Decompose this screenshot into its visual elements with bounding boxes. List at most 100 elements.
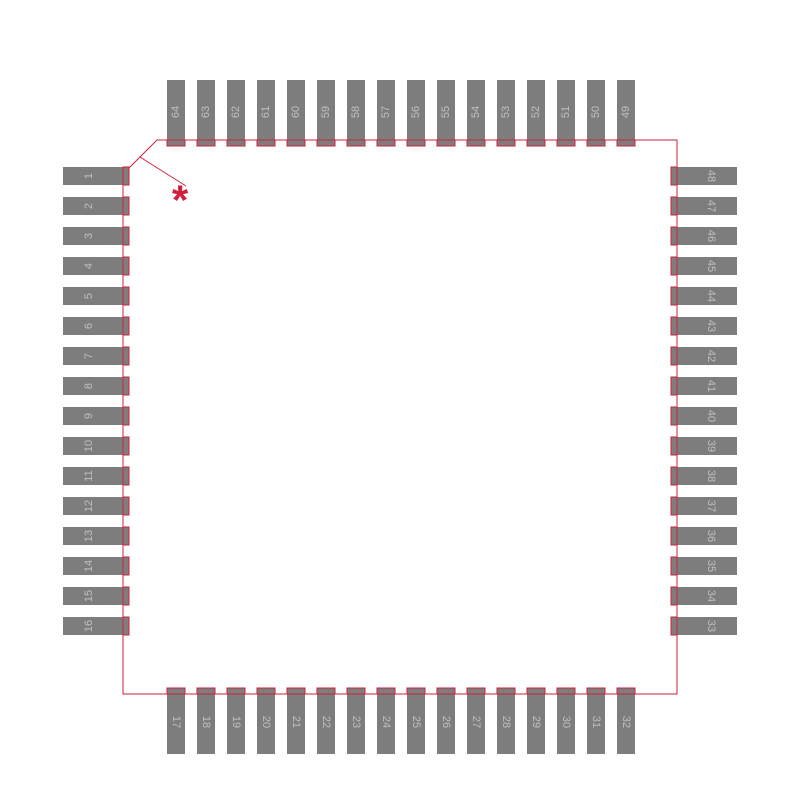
pad-20-label: 20 [260,716,272,728]
pad-12-tip [123,497,129,515]
pad-49-tip [617,140,635,146]
pad-53-label: 53 [500,106,512,118]
pad-11-tip [123,467,129,485]
pad-36-label: 36 [705,530,717,542]
pad-10-tip [123,437,129,455]
pad-51-tip [557,140,575,146]
pad-26-label: 26 [440,716,452,728]
pad-22-label: 22 [320,716,332,728]
pad-2-tip [123,197,129,215]
pad-57-tip [377,140,395,146]
pad-63-tip [197,140,215,146]
pad-33-tip [671,617,677,635]
pad-23-tip [347,688,365,694]
pad-46-label: 46 [705,230,717,242]
pad-64-tip [167,140,185,146]
pad-21-label: 21 [290,716,302,728]
pad-59-tip [317,140,335,146]
pad-28-tip [497,688,515,694]
pad-53-tip [497,140,515,146]
pad-1-tip [123,167,129,185]
pad-24-label: 24 [380,716,392,728]
pad-29-label: 29 [530,716,542,728]
pad-34-label: 34 [705,590,717,602]
pad-36-tip [671,527,677,545]
pad-62-tip [227,140,245,146]
pad-41-tip [671,377,677,395]
pad-40-tip [671,407,677,425]
pad-62-label: 62 [230,106,242,118]
pad-14-label: 14 [83,560,95,572]
chip-body-outline [123,140,677,694]
pad-32-tip [617,688,635,694]
pad-61-tip [257,140,275,146]
pad-32-label: 32 [620,716,632,728]
pad-34-tip [671,587,677,605]
pad-21-tip [287,688,305,694]
pad-56-tip [407,140,425,146]
pad-7-label: 7 [83,353,95,359]
pad-28-label: 28 [500,716,512,728]
pad-8-label: 8 [83,383,95,389]
pad-37-tip [671,497,677,515]
pad-41-label: 41 [705,380,717,392]
pad-64-label: 64 [170,106,182,118]
pad-3-label: 3 [83,233,95,239]
pad-45-label: 45 [705,260,717,272]
pad-4-tip [123,257,129,275]
pad-56-label: 56 [410,106,422,118]
pad-38-label: 38 [705,470,717,482]
pad-49-label: 49 [620,106,632,118]
pad-63-label: 63 [200,106,212,118]
pad-38-tip [671,467,677,485]
pad-17-tip [167,688,185,694]
pad-39-tip [671,437,677,455]
pad-35-label: 35 [705,560,717,572]
pad-25-label: 25 [410,716,422,728]
pad-6-tip [123,317,129,335]
pad-11-label: 11 [83,470,95,481]
pad-27-label: 27 [470,716,482,728]
pad-51-label: 51 [560,106,572,118]
pad-7-tip [123,347,129,365]
pad-8-tip [123,377,129,395]
pad-44-label: 44 [705,290,717,302]
pad-48-tip [671,167,677,185]
pad-55-tip [437,140,455,146]
pad-16-label: 16 [83,620,95,632]
pad-48-label: 48 [705,170,717,182]
pad-25-tip [407,688,425,694]
pad-18-label: 18 [200,716,212,728]
pad-16-tip [123,617,129,635]
pad-44-tip [671,287,677,305]
pad-42-tip [671,347,677,365]
pad-13-tip [123,527,129,545]
pad-30-tip [557,688,575,694]
pad-1-label: 1 [83,173,95,179]
pad-15-label: 15 [83,590,95,602]
pin1-asterisk-icon: * [172,177,189,224]
pad-60-label: 60 [290,106,302,118]
pad-12-label: 12 [83,500,95,512]
pad-40-label: 40 [705,410,717,422]
pad-59-label: 59 [320,106,332,118]
pad-43-label: 43 [705,320,717,332]
pad-30-label: 30 [560,716,572,728]
pad-3-tip [123,227,129,245]
pad-42-label: 42 [705,350,717,362]
pad-39-label: 39 [705,440,717,452]
pad-29-tip [527,688,545,694]
qfp-footprint-diagram: 1234567891011121314151617181920212223242… [0,0,800,800]
pad-31-tip [587,688,605,694]
pad-4-label: 4 [83,263,95,269]
pad-54-label: 54 [470,106,482,118]
pad-22-tip [317,688,335,694]
pad-19-tip [227,688,245,694]
pad-46-tip [671,227,677,245]
pad-2-label: 2 [83,203,95,209]
pad-26-tip [437,688,455,694]
pad-35-tip [671,557,677,575]
pad-24-tip [377,688,395,694]
pad-9-label: 9 [83,413,95,419]
pad-47-label: 47 [705,200,717,212]
